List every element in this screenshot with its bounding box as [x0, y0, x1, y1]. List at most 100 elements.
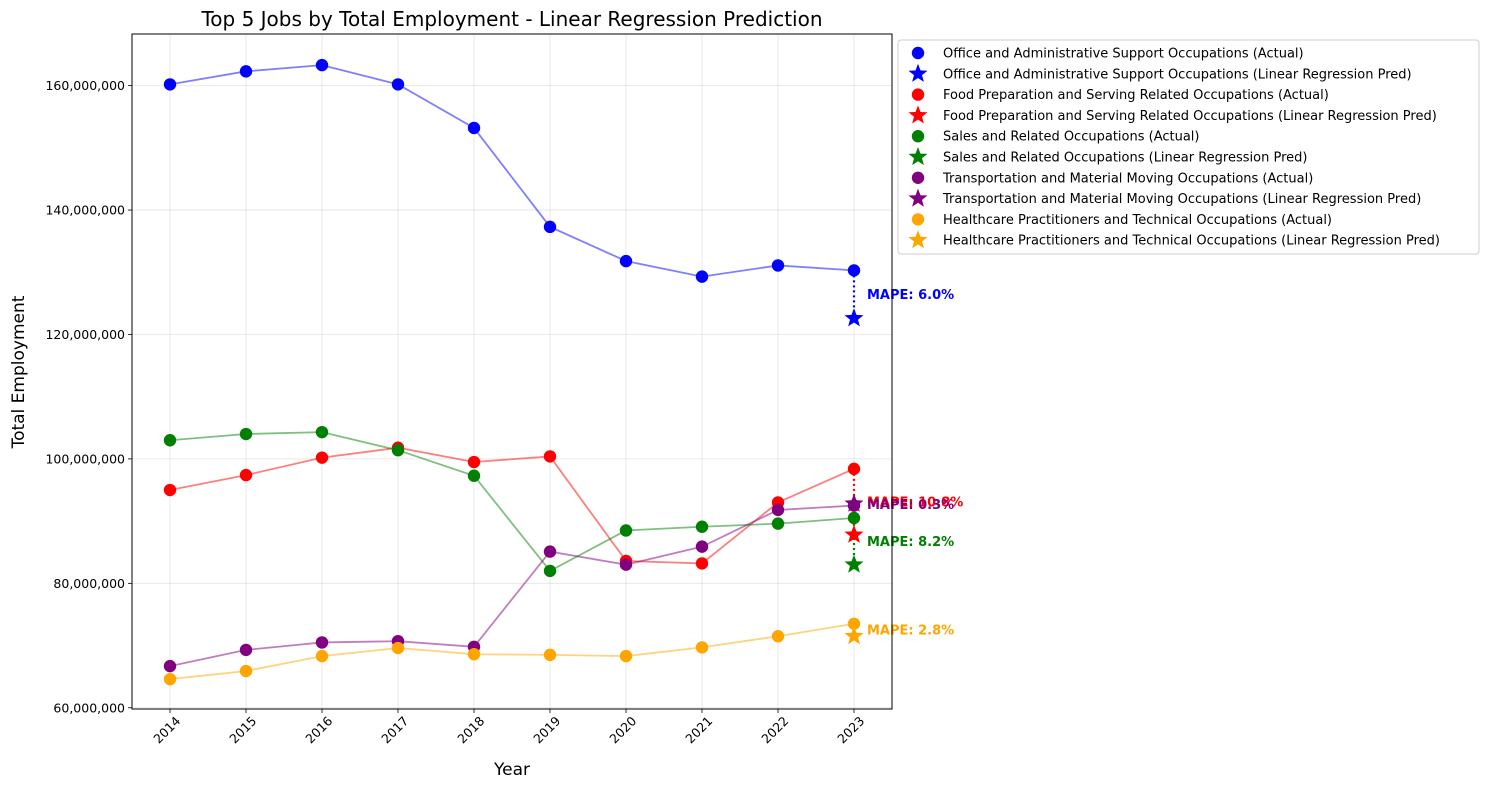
- x-tick-label: 2022: [758, 713, 791, 746]
- data-point: [467, 455, 481, 469]
- data-point: [847, 462, 861, 476]
- prediction-markers: [844, 308, 864, 645]
- legend-entry-actual: Transportation and Material Moving Occup…: [942, 171, 1313, 186]
- data-point: [847, 264, 861, 277]
- data-point: [619, 649, 633, 663]
- data-point: [619, 524, 633, 537]
- mape-label: MAPE: 10.8%: [867, 495, 963, 510]
- data-point: [695, 270, 709, 283]
- data-point: [695, 520, 709, 533]
- data-point: [239, 65, 253, 78]
- data-point: [163, 434, 177, 447]
- prediction-marker: [844, 626, 864, 645]
- legend: Office and Administrative Support Occupa…: [897, 39, 1480, 255]
- data-point: [847, 511, 861, 525]
- data-points: [163, 58, 861, 686]
- data-point: [239, 468, 253, 482]
- x-tick-label: 2021: [682, 713, 715, 746]
- x-tick-label: 2018: [454, 713, 487, 746]
- data-point: [467, 648, 481, 661]
- y-tick-label: 60,000,000: [53, 700, 125, 715]
- data-point: [847, 617, 861, 630]
- legend-entry-pred: Sales and Related Occupations (Linear Re…: [943, 151, 1307, 166]
- x-tick-label: 2017: [378, 713, 411, 746]
- data-point: [543, 545, 557, 558]
- x-tick-label: 2016: [302, 713, 335, 746]
- legend-entry-pred: Food Preparation and Serving Related Occ…: [943, 109, 1437, 124]
- legend-marker-pred: [908, 63, 928, 82]
- data-point: [315, 425, 329, 439]
- legend-entry-pred: Transportation and Material Moving Occup…: [942, 192, 1421, 207]
- data-point: [391, 443, 405, 457]
- data-point: [163, 659, 177, 673]
- y-tick-label: 100,000,000: [45, 451, 125, 466]
- data-point: [163, 483, 177, 497]
- legend-entry-pred: Office and Administrative Support Occupa…: [943, 67, 1412, 82]
- data-point: [467, 121, 481, 135]
- legend-marker-actual: [911, 46, 925, 60]
- data-point: [619, 254, 633, 268]
- series-lines: [169, 64, 855, 681]
- legend-marker-pred: [908, 188, 928, 207]
- plot-frame: [131, 33, 893, 710]
- data-point: [543, 220, 557, 234]
- chart-title: Top 5 Jobs by Total Employment - Linear …: [200, 7, 822, 31]
- y-tick-label: 80,000,000: [53, 576, 125, 591]
- x-tick-label: 2019: [530, 713, 563, 746]
- data-point: [771, 503, 785, 517]
- gridlines: [132, 34, 892, 709]
- data-point: [391, 641, 405, 655]
- mape-label: MAPE: 8.2%: [867, 535, 954, 550]
- series-line: [169, 622, 855, 681]
- series-line: [169, 446, 855, 565]
- data-point: [771, 259, 785, 272]
- data-point: [543, 648, 557, 662]
- data-point: [543, 564, 557, 578]
- series-line: [169, 64, 855, 278]
- x-axis: 2014 2015 2016 2017 2018 2019 2020 2021 2022 2023: [150, 709, 867, 746]
- x-tick-label: 2023: [834, 713, 867, 746]
- data-point: [315, 649, 329, 663]
- legend-entry-actual: Food Preparation and Serving Related Occ…: [943, 88, 1329, 103]
- data-point: [771, 517, 785, 530]
- mape-labels: MAPE: 6.0% MAPE: 10.8% MAPE: 8.2% MAPE: 0.3…: [867, 288, 963, 639]
- x-tick-label: 2020: [606, 713, 639, 746]
- mape-label: MAPE: 0.3%: [867, 498, 954, 513]
- legend-entry-actual: Healthcare Practitioners and Technical O…: [943, 213, 1332, 228]
- prediction-marker: [844, 554, 864, 573]
- y-tick-label: 140,000,000: [45, 203, 125, 218]
- series-line: [169, 431, 855, 573]
- data-point: [695, 641, 709, 654]
- data-point: [315, 451, 329, 464]
- legend-marker-pred: [908, 105, 928, 124]
- y-axis-label: Total Employment: [9, 295, 29, 449]
- prediction-marker: [844, 308, 864, 327]
- data-point: [619, 558, 633, 571]
- data-point: [391, 78, 405, 91]
- data-point: [695, 557, 709, 570]
- data-point: [239, 427, 253, 441]
- legend-marker-actual: [911, 171, 925, 184]
- legend-marker-actual: [911, 88, 925, 101]
- legend-marker-actual: [911, 130, 925, 143]
- legend-marker-actual: [911, 213, 925, 226]
- mape-label: MAPE: 6.0%: [867, 288, 954, 303]
- data-point: [695, 540, 709, 553]
- x-axis-label: Year: [493, 760, 530, 780]
- legend-entry-actual: Sales and Related Occupations (Actual): [943, 130, 1200, 145]
- prediction-marker: [844, 524, 864, 543]
- y-tick-label: 160,000,000: [45, 78, 125, 93]
- legend-entry-pred: Healthcare Practitioners and Technical O…: [943, 234, 1440, 249]
- data-point: [315, 58, 329, 72]
- data-point: [163, 672, 177, 686]
- data-point: [239, 664, 253, 678]
- prediction-marker: [844, 493, 864, 512]
- legend-marker-pred: [908, 147, 928, 166]
- data-point: [467, 469, 481, 482]
- data-point: [315, 636, 329, 649]
- legend-entry-actual: Office and Administrative Support Occupa…: [943, 47, 1304, 62]
- y-axis: 60,000,000 80,000,000 100,000,000 120,000,0…: [45, 78, 132, 715]
- legend-marker-pred: [908, 230, 928, 249]
- data-point: [771, 630, 785, 643]
